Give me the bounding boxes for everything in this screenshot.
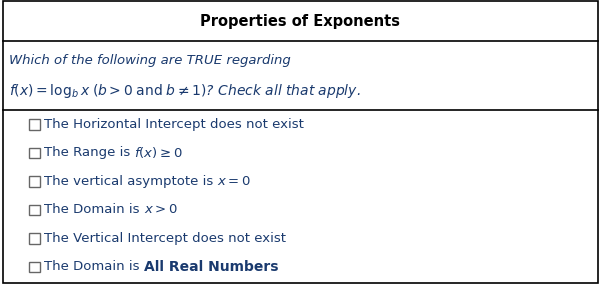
Text: $f(x) \geq 0$: $f(x) \geq 0$ <box>135 145 183 160</box>
Text: $x = 0$: $x = 0$ <box>218 175 251 188</box>
Text: $f(x) = \log_b x\; (b > 0\; \mathrm{and}\; b \neq 1)$? Check all that apply.: $f(x) = \log_b x\; (b > 0\; \mathrm{and}… <box>9 82 361 100</box>
Text: The Vertical Intercept does not exist: The Vertical Intercept does not exist <box>44 232 286 245</box>
Text: The Horizontal Intercept does not exist: The Horizontal Intercept does not exist <box>44 118 304 131</box>
Text: The Domain is: The Domain is <box>44 260 144 273</box>
Bar <box>29 204 40 215</box>
Bar <box>29 233 40 244</box>
Text: $x > 0$: $x > 0$ <box>144 203 177 216</box>
Text: The vertical asymptote is: The vertical asymptote is <box>44 175 218 188</box>
Bar <box>29 262 40 272</box>
Text: The Domain is: The Domain is <box>44 203 144 216</box>
Text: Properties of Exponents: Properties of Exponents <box>201 14 400 28</box>
Text: All Real Numbers: All Real Numbers <box>144 260 278 274</box>
Text: The Range is: The Range is <box>44 147 135 159</box>
Bar <box>29 119 40 130</box>
Bar <box>29 147 40 158</box>
Text: Which of the following are TRUE regarding: Which of the following are TRUE regardin… <box>9 54 291 66</box>
Bar <box>29 176 40 187</box>
